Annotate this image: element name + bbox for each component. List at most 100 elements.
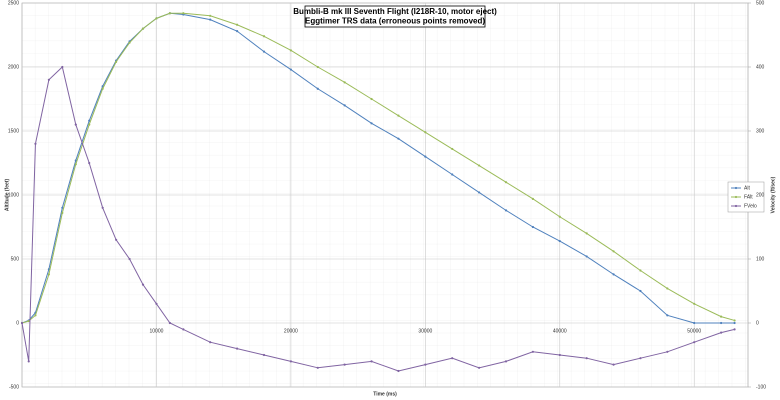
legend-marker — [734, 204, 738, 208]
data-point — [343, 81, 346, 84]
data-point — [531, 350, 534, 353]
data-point — [720, 315, 723, 318]
data-point — [182, 12, 185, 15]
data-point — [47, 78, 50, 81]
data-point — [733, 321, 736, 325]
data-point — [504, 209, 508, 212]
legend-marker — [734, 195, 738, 199]
data-point — [128, 257, 131, 261]
data-point — [289, 68, 292, 71]
data-point — [141, 283, 145, 286]
y2-tick-label: 400 — [756, 64, 765, 70]
data-point — [316, 87, 319, 90]
data-point — [88, 161, 91, 165]
data-point — [693, 321, 696, 325]
data-point — [504, 360, 508, 363]
data-point — [693, 341, 696, 344]
x-axis-title: Time (ms) — [373, 391, 397, 397]
data-point — [316, 366, 319, 369]
data-point — [370, 122, 373, 125]
data-point — [155, 17, 158, 20]
data-point — [666, 314, 669, 317]
data-point — [61, 211, 64, 215]
data-point — [128, 41, 131, 44]
data-point — [720, 321, 723, 325]
data-point — [531, 197, 534, 200]
data-point — [88, 119, 91, 122]
data-point — [27, 360, 30, 363]
y2-tick-label: 100 — [756, 256, 765, 262]
data-point — [478, 191, 481, 194]
x-tick-label: 20000 — [284, 328, 298, 334]
data-point — [733, 328, 736, 331]
y-tick-label: 2000 — [8, 64, 19, 70]
data-point — [397, 369, 400, 373]
y-tick-label: 1500 — [8, 128, 19, 134]
data-point — [585, 255, 588, 258]
y-tick-label: 500 — [11, 256, 20, 262]
data-point — [666, 287, 669, 290]
data-point — [639, 269, 642, 272]
y-axis-title: Altitude (feet) — [4, 179, 10, 212]
data-point — [74, 123, 77, 126]
data-point — [209, 341, 212, 344]
data-point — [666, 350, 669, 353]
data-point — [74, 163, 77, 166]
y2-tick-label: 0 — [756, 320, 759, 326]
data-point — [558, 353, 561, 357]
chart-subtitle: Eggtimer TRS data (erroneous points remo… — [305, 17, 485, 26]
data-point — [424, 131, 427, 134]
data-point — [289, 49, 292, 52]
data-point — [61, 206, 64, 209]
data-point — [236, 23, 239, 26]
x-tick-label: 30000 — [418, 328, 432, 334]
y2-tick-label: 300 — [756, 128, 765, 134]
data-point — [168, 321, 171, 325]
data-point — [289, 360, 292, 363]
y2-axis-title: Velocity (ft/sec) — [770, 176, 776, 213]
data-point — [478, 164, 481, 167]
data-point — [531, 225, 534, 229]
data-point — [155, 302, 158, 305]
y-tick-label: 0 — [16, 320, 19, 326]
data-point — [612, 250, 615, 253]
data-point — [504, 181, 508, 184]
data-point — [34, 142, 37, 145]
title-box — [304, 5, 486, 28]
data-point — [451, 357, 454, 360]
data-point — [639, 289, 642, 293]
data-point — [101, 87, 104, 90]
data-point — [612, 273, 615, 276]
data-point — [693, 302, 696, 305]
data-point — [585, 232, 588, 235]
data-point — [88, 123, 91, 126]
data-point — [343, 104, 346, 107]
data-point — [720, 331, 723, 334]
data-point — [733, 319, 736, 322]
y2-tick-label: 500 — [756, 0, 765, 6]
data-point — [20, 321, 24, 325]
data-point — [47, 273, 50, 276]
data-point — [424, 363, 427, 366]
data-point — [478, 366, 481, 369]
y2-tick-label: 200 — [756, 192, 765, 198]
data-point — [262, 353, 266, 357]
y2-tick-label: -100 — [756, 384, 766, 390]
data-point — [262, 50, 266, 53]
legend-marker — [734, 186, 738, 190]
data-point — [34, 314, 37, 317]
data-point — [182, 328, 185, 331]
data-point — [316, 65, 319, 69]
data-point — [612, 363, 615, 366]
data-point — [236, 30, 239, 33]
data-point — [115, 60, 118, 63]
legend-label: Alt — [744, 185, 750, 191]
legend-label: FVelo — [744, 203, 757, 209]
x-tick-label: 50000 — [687, 328, 701, 334]
data-point — [141, 27, 145, 30]
data-point — [558, 215, 561, 218]
data-point — [397, 137, 400, 140]
data-point — [168, 12, 171, 15]
data-point — [262, 35, 266, 38]
